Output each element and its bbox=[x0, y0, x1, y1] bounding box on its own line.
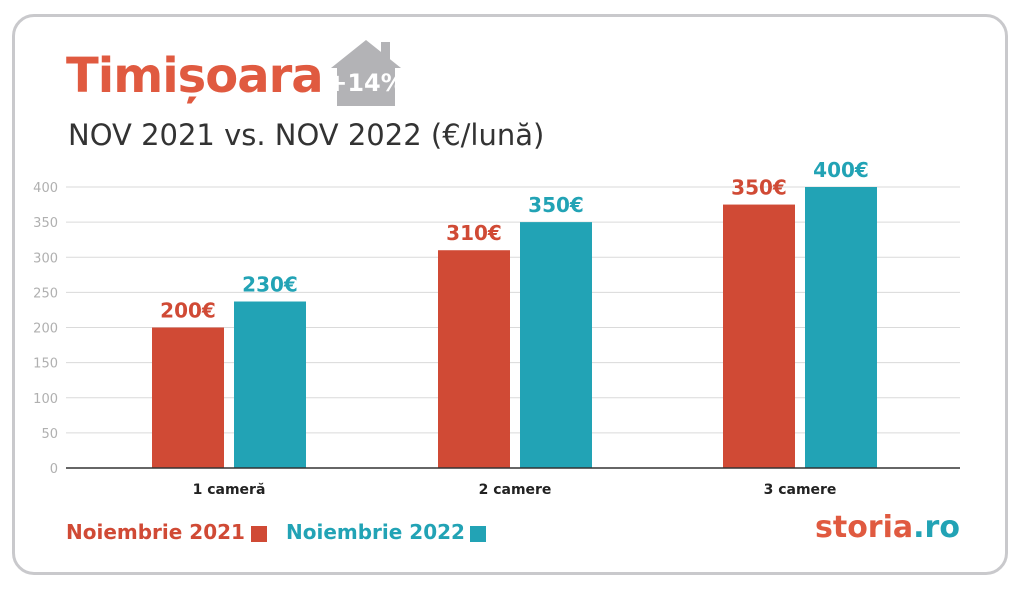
legend-swatch-2022 bbox=[470, 526, 486, 542]
x-tick-label: 3 camere bbox=[764, 482, 837, 498]
bar-value-label: 350€ bbox=[731, 176, 787, 200]
y-tick-label: 50 bbox=[41, 427, 58, 442]
logo-text-ro: .ro bbox=[913, 510, 960, 545]
logo-text-storia: storia bbox=[815, 510, 914, 545]
bar-value-label: 200€ bbox=[160, 299, 216, 323]
bar-value-label: 350€ bbox=[528, 193, 584, 217]
bar bbox=[152, 327, 224, 468]
bar-value-label: 230€ bbox=[242, 273, 298, 297]
y-tick-label: 0 bbox=[50, 462, 58, 477]
house-icon: +14% bbox=[327, 40, 405, 106]
x-tick-label: 1 cameră bbox=[193, 482, 266, 498]
legend-swatch-2021 bbox=[251, 526, 267, 542]
y-tick-label: 100 bbox=[33, 392, 58, 407]
y-tick-label: 300 bbox=[33, 251, 58, 266]
bar-value-label: 400€ bbox=[813, 158, 869, 182]
bar-value-label: 310€ bbox=[446, 221, 502, 245]
x-tick-label: 2 camere bbox=[479, 482, 552, 498]
bar bbox=[438, 250, 510, 468]
bar bbox=[234, 301, 306, 468]
y-tick-label: 250 bbox=[33, 286, 58, 301]
chart-title: Timișoara bbox=[66, 48, 324, 104]
y-tick-label: 150 bbox=[33, 357, 58, 372]
legend-label-2021: Noiembrie 2021 bbox=[66, 520, 245, 544]
badge-percent: +14% bbox=[327, 69, 405, 97]
chart-subtitle: NOV 2021 vs. NOV 2022 (€/lună) bbox=[68, 118, 545, 152]
bar bbox=[805, 187, 877, 468]
storia-logo: storia.ro bbox=[815, 510, 960, 545]
y-tick-label: 350 bbox=[33, 216, 58, 231]
bar bbox=[723, 204, 795, 468]
bar bbox=[520, 222, 592, 468]
y-tick-label: 400 bbox=[33, 181, 58, 196]
legend-label-2022: Noiembrie 2022 bbox=[286, 520, 465, 544]
y-tick-label: 200 bbox=[33, 322, 58, 337]
